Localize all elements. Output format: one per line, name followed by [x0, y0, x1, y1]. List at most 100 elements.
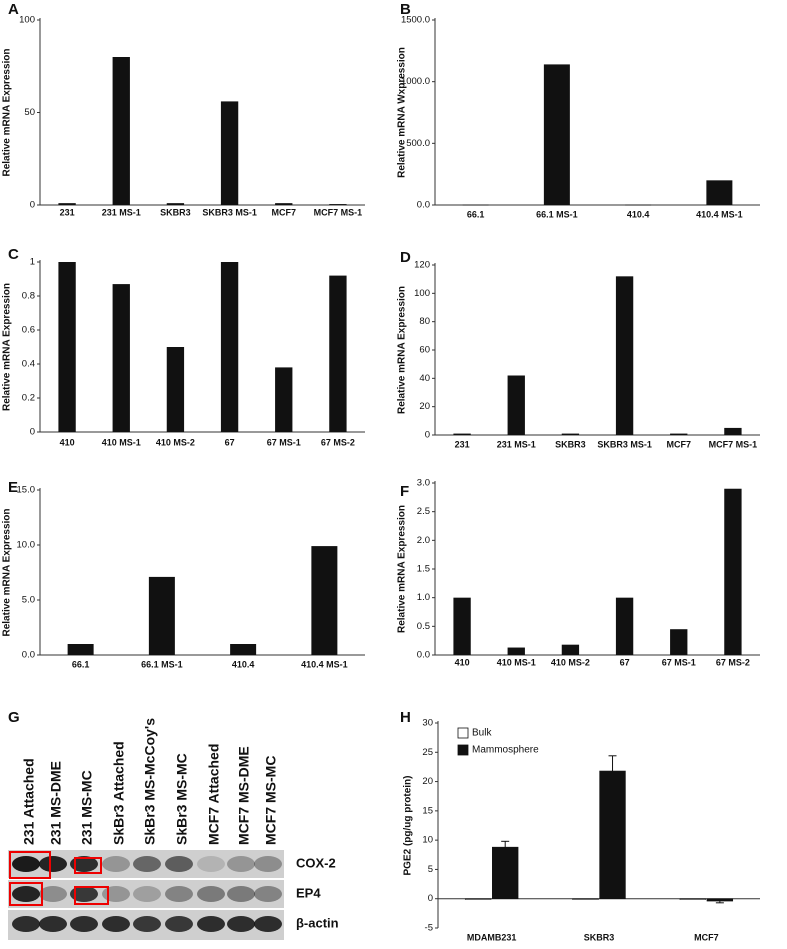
- x-tick-label: 66.1 MS-1: [141, 659, 183, 669]
- x-tick-label: 410.4 MS-1: [696, 209, 743, 219]
- band: [165, 886, 193, 902]
- bar: [625, 204, 652, 206]
- y-tick-label: 30: [422, 718, 433, 729]
- legend-swatch: [457, 727, 469, 739]
- y-tick-label: 15.0: [17, 485, 36, 496]
- band: [197, 916, 225, 932]
- band: [102, 916, 130, 932]
- bar: [311, 546, 338, 655]
- x-tick-label: 67 MS-2: [321, 437, 355, 447]
- y-axis-label: Relative mRNA Expression: [397, 505, 408, 633]
- y-axis-label: PGE2 (pg/ug protein): [403, 776, 414, 876]
- x-tick-label: MCF7 MS-1: [709, 439, 758, 449]
- bar: [599, 770, 626, 900]
- x-tick-label: 67: [225, 437, 235, 447]
- x-tick-label: 66.1: [72, 659, 90, 669]
- x-tick-label: 410 MS-2: [551, 657, 590, 667]
- x-tick-label: SKBR3: [555, 439, 586, 449]
- band: [70, 916, 98, 932]
- panel-label: F: [400, 483, 409, 500]
- band: [133, 886, 161, 902]
- panel-label: A: [8, 1, 19, 18]
- x-tick-label: 410: [455, 657, 470, 667]
- lane-label: MCF7 MS-DME: [236, 746, 252, 845]
- y-tick-label: 0: [30, 200, 35, 211]
- x-tick-label: 410 MS-1: [102, 437, 141, 447]
- y-tick-label: 0: [425, 430, 430, 441]
- y-tick-label: 50: [24, 107, 35, 118]
- lane-label: 231 MS-MC: [79, 770, 95, 845]
- x-tick-label: MCF7: [667, 439, 692, 449]
- panel-label: E: [8, 479, 18, 496]
- y-axis-label: Relative mRNA Expression: [2, 508, 13, 636]
- band: [133, 916, 161, 932]
- bar: [561, 644, 580, 655]
- y-tick-label: 500.0: [406, 138, 430, 149]
- band: [12, 916, 40, 932]
- y-tick-label: 100: [414, 288, 430, 299]
- bar: [58, 262, 76, 432]
- x-tick-label: SKBR3: [584, 932, 615, 942]
- band: [197, 856, 225, 872]
- band: [102, 856, 130, 872]
- band: [165, 856, 193, 872]
- y-tick-label: 0.4: [22, 359, 35, 370]
- x-tick-label: 67 MS-1: [662, 657, 696, 667]
- y-tick-label: 0.0: [417, 650, 430, 661]
- y-tick-label: 60: [419, 345, 430, 356]
- x-tick-label: 66.1: [467, 209, 485, 219]
- x-tick-label: 66.1 MS-1: [536, 209, 578, 219]
- x-tick-label: 67 MS-2: [716, 657, 750, 667]
- x-tick-label: 231: [455, 439, 470, 449]
- x-tick-label: 410: [60, 437, 75, 447]
- y-axis-label: Relative mRNA Expression: [2, 48, 13, 176]
- lane-label: SkBr3 Attached: [111, 741, 127, 845]
- bar: [706, 180, 733, 205]
- x-tick-label: MCF7 MS-1: [314, 207, 363, 217]
- bar: [220, 262, 239, 432]
- y-tick-label: 80: [419, 316, 430, 327]
- bar: [329, 275, 347, 432]
- lane-label: SkBr3 MS-MC: [174, 753, 190, 845]
- x-tick-label: 410.4 MS-1: [301, 659, 348, 669]
- bar: [572, 898, 599, 900]
- band-label: EP4: [296, 885, 321, 900]
- x-tick-label: 410.4: [232, 659, 255, 669]
- band: [39, 916, 67, 932]
- bar: [275, 367, 293, 432]
- bar: [507, 375, 525, 435]
- y-tick-label: 2.5: [417, 506, 430, 517]
- y-tick-label: 0.8: [22, 291, 35, 302]
- y-tick-label: 20: [419, 401, 430, 412]
- bar: [724, 427, 742, 435]
- y-tick-label: 10.0: [17, 540, 36, 551]
- y-tick-label: 0.5: [417, 621, 430, 632]
- panel-label: H: [400, 709, 411, 726]
- band: [254, 856, 282, 872]
- y-axis-label: Relative mRNA Expression: [2, 283, 13, 411]
- bar: [615, 597, 634, 655]
- error-bar: [715, 901, 724, 904]
- error-bar: [501, 840, 510, 848]
- band: [165, 916, 193, 932]
- y-tick-label: 0.6: [22, 325, 35, 336]
- y-tick-label: 0.0: [22, 650, 35, 661]
- bar: [453, 597, 471, 655]
- bar: [148, 576, 175, 655]
- band: [227, 856, 255, 872]
- y-tick-label: 0.2: [22, 393, 35, 404]
- y-tick-label: 0.0: [417, 200, 430, 211]
- panel-label: B: [400, 1, 411, 18]
- panel-label: D: [400, 249, 411, 266]
- y-tick-label: 1500.0: [401, 15, 430, 26]
- x-tick-label: MCF7: [272, 207, 297, 217]
- x-tick-label: 231 MS-1: [497, 439, 536, 449]
- y-tick-label: 10: [422, 835, 433, 846]
- x-tick-label: 410.4: [627, 209, 650, 219]
- legend-swatch: [457, 744, 469, 756]
- x-tick-label: SKBR3: [160, 207, 191, 217]
- x-tick-label: 67 MS-1: [267, 437, 301, 447]
- y-tick-label: 15: [422, 805, 433, 816]
- bar: [670, 433, 688, 435]
- bar: [275, 203, 293, 205]
